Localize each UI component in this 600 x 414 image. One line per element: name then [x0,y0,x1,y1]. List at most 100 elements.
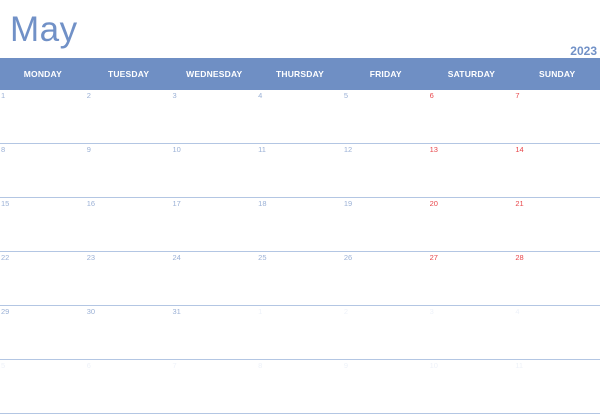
day-cell[interactable]: 25 [257,252,343,305]
day-cell[interactable]: 6 [429,90,515,143]
day-cell[interactable]: 18 [257,198,343,251]
day-cell[interactable]: 13 [429,144,515,197]
day-cell[interactable]: 29 [0,306,86,359]
weekday-header-row: MONDAY TUESDAY WEDNESDAY THURSDAY FRIDAY… [0,58,600,90]
day-number: 3 [172,91,177,100]
day-cell[interactable]: 4 [514,306,600,359]
day-number: 31 [172,307,181,316]
day-cell[interactable]: 2 [86,90,172,143]
weekday-header-monday: MONDAY [23,69,62,79]
day-number: 2 [343,307,349,316]
day-cell[interactable]: 1 [0,90,86,143]
day-number: 4 [515,307,520,316]
calendar-grid: 1 2 3 4 5 6 7 8 9 10 11 12 13 14 15 16 17 18 19 20 21 22 23 24 2… [0,90,600,414]
day-cell[interactable]: 3 [171,90,257,143]
day-number: 12 [343,145,353,154]
weekday-header-friday: FRIDAY [369,69,402,79]
day-cell[interactable]: 3 [429,306,515,359]
day-number: 2 [86,91,91,100]
day-number: 21 [515,199,524,208]
weekday-header-wednesday: WEDNESDAY [186,69,243,79]
day-cell[interactable]: 17 [171,198,257,251]
day-number: 8 [258,361,263,370]
day-number: 9 [86,145,91,154]
day-cell[interactable]: 10 [429,360,515,413]
day-cell[interactable]: 14 [514,144,600,197]
week-row: 5 6 7 8 9 10 11 [0,360,600,414]
day-cell[interactable]: 23 [86,252,172,305]
day-number: 16 [86,199,96,208]
day-cell[interactable]: 15 [0,198,86,251]
day-cell[interactable]: 20 [429,198,515,251]
day-number: 26 [343,253,353,262]
week-row: 29 30 31 1 2 3 4 [0,306,600,360]
day-number: 6 [86,361,91,370]
day-number: 28 [515,253,524,262]
day-cell[interactable]: 4 [257,90,343,143]
day-number: 10 [172,145,181,154]
day-number: 23 [86,253,96,262]
day-cell[interactable]: 28 [514,252,600,305]
day-number: 18 [258,199,267,208]
day-number: 1 [258,307,263,316]
day-number: 19 [343,199,353,208]
day-number: 9 [343,361,349,370]
day-cell[interactable]: 1 [257,306,343,359]
day-number: 7 [172,361,177,370]
day-cell[interactable]: 5 [0,360,86,413]
day-cell[interactable]: 8 [0,144,86,197]
week-row: 1 2 3 4 5 6 7 [0,90,600,144]
day-number: 30 [86,307,96,316]
day-cell[interactable]: 8 [257,360,343,413]
day-number: 29 [1,307,10,316]
day-number: 4 [258,91,263,100]
day-number: 11 [515,361,524,370]
day-number: 7 [515,91,520,100]
day-cell[interactable]: 2 [343,306,429,359]
weekday-header-thursday: THURSDAY [275,69,325,79]
day-number: 17 [172,199,181,208]
day-cell[interactable]: 27 [429,252,515,305]
day-cell[interactable]: 31 [171,306,257,359]
day-cell[interactable]: 12 [343,144,429,197]
day-number: 3 [429,307,434,316]
day-cell[interactable]: 22 [0,252,86,305]
day-cell[interactable]: 7 [171,360,257,413]
day-cell[interactable]: 19 [343,198,429,251]
day-cell[interactable]: 21 [514,198,600,251]
day-cell[interactable]: 5 [343,90,429,143]
day-number: 14 [515,145,524,154]
day-cell[interactable]: 16 [86,198,172,251]
day-number: 8 [1,145,6,154]
day-cell[interactable]: 9 [86,144,172,197]
weekday-header-sunday: SUNDAY [539,69,576,79]
week-row: 22 23 24 25 26 27 28 [0,252,600,306]
day-cell[interactable]: 11 [514,360,600,413]
day-number: 10 [429,361,438,370]
day-number: 24 [172,253,181,262]
day-cell[interactable]: 26 [343,252,429,305]
year-label: 2023 [570,44,597,58]
day-number: 5 [1,361,6,370]
month-title: May [10,10,78,49]
day-cell[interactable]: 24 [171,252,257,305]
day-number: 1 [1,91,6,100]
day-cell[interactable]: 6 [86,360,172,413]
week-row: 8 9 10 11 12 13 14 [0,144,600,198]
day-cell[interactable]: 10 [171,144,257,197]
day-number: 22 [1,253,10,262]
day-cell[interactable]: 11 [257,144,343,197]
day-number: 11 [258,145,266,154]
day-cell[interactable]: 7 [514,90,600,143]
day-number: 20 [429,199,438,208]
day-cell[interactable]: 30 [86,306,172,359]
weekday-header-tuesday: TUESDAY [107,69,150,79]
week-row: 15 16 17 18 19 20 21 [0,198,600,252]
day-cell[interactable]: 9 [343,360,429,413]
day-number: 27 [429,253,438,262]
day-number: 25 [258,253,267,262]
day-number: 6 [429,91,434,100]
day-number: 5 [343,91,349,100]
day-number: 13 [429,145,438,154]
